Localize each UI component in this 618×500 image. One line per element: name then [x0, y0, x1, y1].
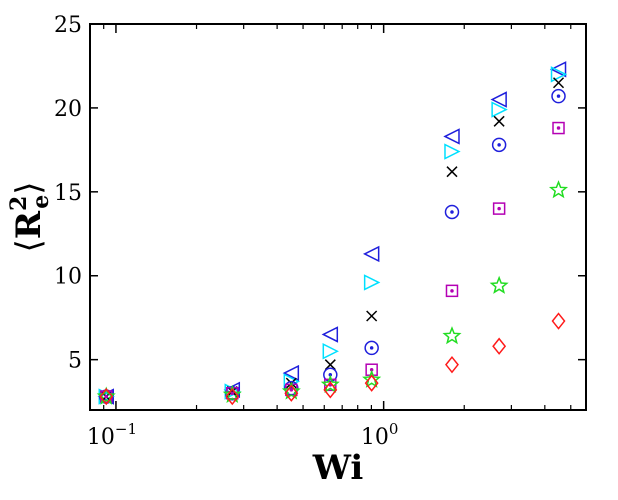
point-diamond-7 [551, 312, 566, 330]
x-tick-label-1: 100 [361, 420, 399, 450]
x-axis-title: Wi [312, 448, 364, 488]
point-star-7 [548, 180, 569, 199]
plot-frame [89, 23, 587, 411]
point-square-dot-7 [552, 121, 565, 135]
point-diamond-1 [225, 387, 240, 406]
point-square-dot-5 [445, 284, 459, 298]
point-star-1 [222, 384, 242, 404]
point-triangle-left-6 [490, 91, 507, 108]
point-diamond-5 [445, 355, 459, 374]
point-star-6 [489, 275, 509, 294]
point-x-4 [366, 310, 378, 322]
point-triangle-right-3 [322, 343, 339, 360]
point-circle-dot-7 [551, 88, 566, 104]
y-label-superscript: 2 [6, 196, 32, 211]
point-diamond-2 [284, 384, 299, 402]
point-x-3 [324, 359, 336, 371]
point-square-dot-6 [492, 202, 506, 215]
point-triangle-left-2 [282, 364, 300, 382]
point-triangle-right-7 [550, 66, 568, 83]
point-star-3 [320, 374, 340, 393]
y-tick-label-15: 15 [54, 181, 82, 206]
point-diamond-3 [323, 381, 338, 399]
point-triangle-left-7 [549, 61, 567, 78]
y-label-open-bracket: ⟨ [9, 239, 49, 252]
data-markers [96, 61, 569, 406]
point-triangle-right-6 [491, 101, 508, 118]
point-diamond-0 [99, 387, 114, 406]
y-tick-label-25: 25 [54, 13, 82, 38]
y-label-base: R [9, 210, 49, 239]
svg-text:⟨R2e⟩: ⟨R2e⟩ [6, 181, 54, 252]
point-diamond-4 [364, 374, 379, 392]
point-circle-dot-5 [444, 204, 460, 220]
x-axis-label: Wi [312, 448, 364, 488]
point-circle-dot-6 [491, 137, 507, 153]
point-x-6 [493, 115, 505, 127]
point-diamond-6 [492, 337, 507, 355]
point-triangle-right-5 [444, 143, 461, 160]
y-tick-label-10: 10 [54, 265, 82, 290]
x-tick-label-0: 10−1 [87, 420, 137, 450]
y-label-subscript: e [28, 195, 54, 209]
point-triangle-right-4 [363, 274, 381, 291]
y-tick-label-5: 5 [68, 349, 82, 374]
point-triangle-left-4 [362, 245, 380, 263]
y-label-close-bracket: ⟩ [9, 181, 49, 194]
point-star-4 [362, 369, 382, 388]
point-star-2 [281, 381, 301, 400]
point-x-7 [552, 77, 565, 89]
y-axis-title: ⟨R2e⟩ [6, 181, 54, 252]
point-star-0 [96, 386, 116, 405]
y-tick-label-20: 20 [54, 97, 82, 122]
axes: 5 10 15 20 25 10−1 100 [54, 13, 586, 450]
point-triangle-left-5 [443, 128, 460, 145]
point-circle-dot-4 [364, 340, 379, 356]
point-star-5 [442, 326, 462, 345]
point-triangle-left-3 [321, 326, 339, 343]
point-x-5 [446, 166, 458, 178]
